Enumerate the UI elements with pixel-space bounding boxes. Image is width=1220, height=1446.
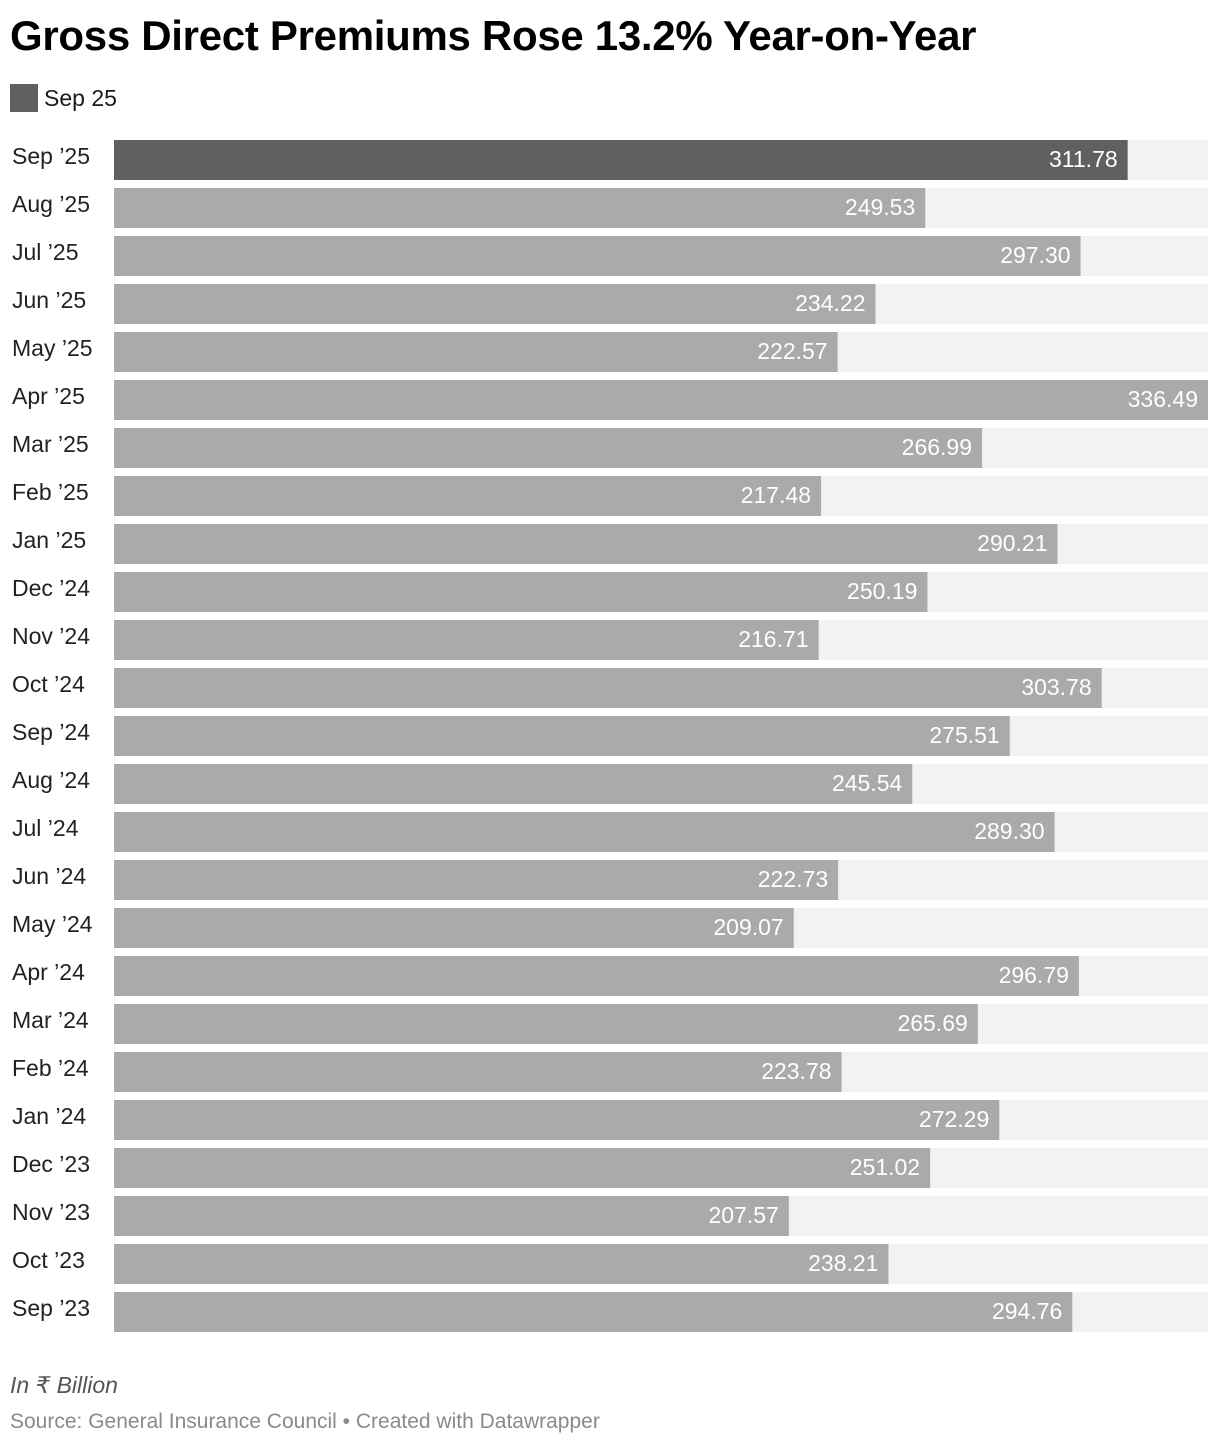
row-label: Feb ’24 [12, 1055, 89, 1081]
value-label: 249.53 [845, 194, 915, 220]
value-label: 289.30 [974, 818, 1044, 844]
row-label: Dec ’23 [12, 1151, 90, 1177]
value-label: 238.21 [808, 1250, 878, 1276]
value-label: 209.07 [713, 914, 783, 940]
legend: Sep 25 [10, 84, 117, 112]
value-label: 265.69 [897, 1010, 967, 1036]
value-label: 290.21 [977, 530, 1047, 556]
source-text: Source: General Insurance Council [10, 1410, 337, 1433]
row-label: Nov ’24 [12, 623, 90, 649]
bar [114, 1052, 842, 1092]
row-label: Oct ’24 [12, 671, 85, 697]
row-label: Sep ’23 [12, 1295, 90, 1321]
value-label: 336.49 [1128, 386, 1198, 412]
legend-swatch [10, 84, 38, 112]
value-label: 294.76 [992, 1298, 1062, 1324]
bar [114, 620, 819, 660]
row-label: May ’25 [12, 335, 93, 361]
row-label: Sep ’25 [12, 143, 90, 169]
row-label: Nov ’23 [12, 1199, 90, 1225]
bar [114, 284, 876, 324]
bar [114, 1196, 789, 1236]
bar [114, 860, 839, 900]
row-label: Jul ’24 [12, 815, 79, 841]
bar [114, 476, 822, 516]
value-label: 216.71 [738, 626, 808, 652]
value-label: 311.78 [1049, 146, 1118, 172]
value-label: 272.29 [919, 1106, 989, 1132]
value-label: 222.73 [758, 866, 828, 892]
value-label: 234.22 [795, 290, 865, 316]
bar [114, 1004, 978, 1044]
datawrapper-credit[interactable]: Created with Datawrapper [355, 1410, 600, 1433]
bar [114, 1244, 889, 1284]
unit-note: In ₹ Billion [10, 1372, 118, 1398]
source-separator: • [336, 1410, 356, 1433]
row-label: Apr ’24 [12, 959, 85, 985]
bar [114, 716, 1010, 756]
bar [114, 1148, 931, 1188]
bar [114, 188, 926, 228]
value-label: 251.02 [850, 1154, 920, 1180]
source-line: Source: General Insurance Council • Crea… [10, 1410, 600, 1434]
row-label: May ’24 [12, 911, 93, 937]
value-label: 217.48 [741, 482, 811, 508]
bar [114, 668, 1102, 708]
row-label: Aug ’24 [12, 767, 90, 793]
row-label: Jul ’25 [12, 239, 78, 265]
bar [114, 332, 838, 372]
row-label: Aug ’25 [12, 191, 90, 217]
row-label: Sep ’24 [12, 719, 90, 745]
value-label: 207.57 [708, 1202, 778, 1228]
bar [114, 236, 1081, 276]
row-label: Jan ’25 [12, 527, 86, 553]
legend-label: Sep 25 [44, 84, 117, 111]
value-label: 223.78 [761, 1058, 831, 1084]
bar [114, 140, 1128, 180]
row-label: Feb ’25 [12, 479, 89, 505]
row-label: Dec ’24 [12, 575, 90, 601]
chart-title: Gross Direct Premiums Rose 13.2% Year-on… [10, 12, 977, 59]
row-label: Mar ’25 [12, 431, 89, 457]
row-label: Mar ’24 [12, 1007, 89, 1033]
row-label: Jun ’25 [12, 287, 86, 313]
bar [114, 572, 928, 612]
value-label: 296.79 [999, 962, 1069, 988]
bar [114, 764, 913, 804]
bar [114, 908, 794, 948]
value-label: 222.57 [757, 338, 827, 364]
row-label: Apr ’25 [12, 383, 85, 409]
value-label: 303.78 [1021, 674, 1091, 700]
bar [114, 524, 1058, 564]
row-label: Jan ’24 [12, 1103, 86, 1129]
bar [114, 380, 1208, 420]
bar [114, 956, 1079, 996]
row-label: Oct ’23 [12, 1247, 85, 1273]
row-label: Jun ’24 [12, 863, 86, 889]
bar [114, 1100, 1000, 1140]
bar [114, 428, 983, 468]
bar [114, 1292, 1073, 1332]
value-label: 275.51 [929, 722, 999, 748]
value-label: 245.54 [832, 770, 903, 796]
value-label: 250.19 [847, 578, 917, 604]
value-label: 297.30 [1000, 242, 1070, 268]
value-label: 266.99 [902, 434, 972, 460]
bar [114, 812, 1055, 852]
